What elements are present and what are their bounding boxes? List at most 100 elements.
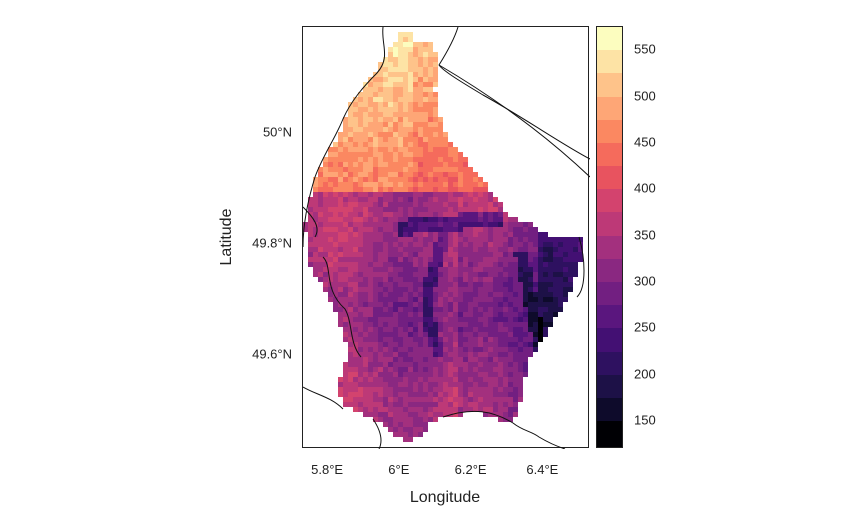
raster-cell (403, 257, 408, 262)
raster-cell (428, 297, 433, 302)
raster-cell (358, 202, 363, 207)
raster-cell (373, 352, 378, 357)
raster-cell (438, 372, 443, 377)
raster-cell (338, 282, 343, 287)
raster-cell (443, 177, 448, 182)
raster-cell (478, 232, 483, 237)
raster-cell (418, 422, 423, 427)
raster-cell (338, 172, 343, 177)
raster-cell (433, 82, 438, 87)
raster-cell (323, 207, 328, 212)
raster-cell (498, 202, 503, 207)
raster-cell (403, 397, 408, 402)
raster-cell (358, 372, 363, 377)
raster-cell (498, 212, 503, 217)
raster-cell (443, 227, 448, 232)
raster-cell (498, 327, 503, 332)
raster-cell (488, 302, 493, 307)
raster-cell (443, 317, 448, 322)
raster-cell (513, 297, 518, 302)
raster-cell (338, 162, 343, 167)
raster-cell (478, 212, 483, 217)
raster-cell (428, 257, 433, 262)
raster-cell (453, 352, 458, 357)
raster-cell (363, 362, 368, 367)
raster-cell (393, 122, 398, 127)
raster-cell (353, 252, 358, 257)
raster-cell (538, 307, 543, 312)
raster-cell (423, 282, 428, 287)
raster-cell (358, 147, 363, 152)
raster-cell (568, 287, 573, 292)
raster-cell (443, 182, 448, 187)
raster-cell (403, 242, 408, 247)
raster-cell (328, 262, 333, 267)
raster-cell (393, 47, 398, 52)
raster-cell (403, 207, 408, 212)
raster-cell (403, 187, 408, 192)
raster-cell (408, 257, 413, 262)
raster-cell (568, 262, 573, 267)
raster-cell (498, 362, 503, 367)
raster-cell (393, 422, 398, 427)
raster-cell (468, 177, 473, 182)
raster-cell (403, 332, 408, 337)
raster-cell (358, 117, 363, 122)
raster-cell (458, 352, 463, 357)
raster-cell (353, 297, 358, 302)
raster-cell (393, 252, 398, 257)
raster-cell (503, 302, 508, 307)
raster-cell (448, 257, 453, 262)
raster-cell (423, 87, 428, 92)
raster-cell (553, 277, 558, 282)
raster-cell (393, 257, 398, 262)
raster-cell (333, 177, 338, 182)
raster-cell (453, 362, 458, 367)
raster-cell (438, 382, 443, 387)
raster-cell (498, 257, 503, 262)
raster-cell (393, 177, 398, 182)
raster-cell (488, 392, 493, 397)
raster-cell (563, 292, 568, 297)
raster-cell (493, 387, 498, 392)
raster-cell (448, 232, 453, 237)
raster-cell (528, 342, 533, 347)
country-border-line (372, 418, 382, 449)
raster-cell (418, 242, 423, 247)
raster-cell (428, 207, 433, 212)
raster-cell (488, 277, 493, 282)
raster-cell (418, 177, 423, 182)
raster-cell (328, 172, 333, 177)
raster-cell (413, 142, 418, 147)
raster-cell (388, 67, 393, 72)
raster-cell (478, 187, 483, 192)
raster-cell (563, 257, 568, 262)
raster-cell (518, 317, 523, 322)
raster-cell (393, 327, 398, 332)
raster-cell (333, 277, 338, 282)
raster-cell (478, 287, 483, 292)
raster-cell (353, 317, 358, 322)
raster-cell (448, 282, 453, 287)
raster-cell (313, 177, 318, 182)
raster-cell (528, 317, 533, 322)
raster-cell (398, 282, 403, 287)
raster-cell (453, 207, 458, 212)
raster-cell (473, 282, 478, 287)
raster-cell (553, 262, 558, 267)
raster-cell (333, 252, 338, 257)
raster-cell (383, 402, 388, 407)
raster-cell (348, 147, 353, 152)
raster-cell (393, 297, 398, 302)
legend-color-bin (597, 351, 622, 376)
raster-cell (453, 382, 458, 387)
raster-cell (453, 227, 458, 232)
raster-cell (558, 267, 563, 272)
raster-cell (448, 202, 453, 207)
raster-cell (368, 227, 373, 232)
raster-cell (333, 187, 338, 192)
raster-cell (358, 337, 363, 342)
raster-cell (353, 287, 358, 292)
raster-cell (348, 227, 353, 232)
raster-cell (488, 362, 493, 367)
